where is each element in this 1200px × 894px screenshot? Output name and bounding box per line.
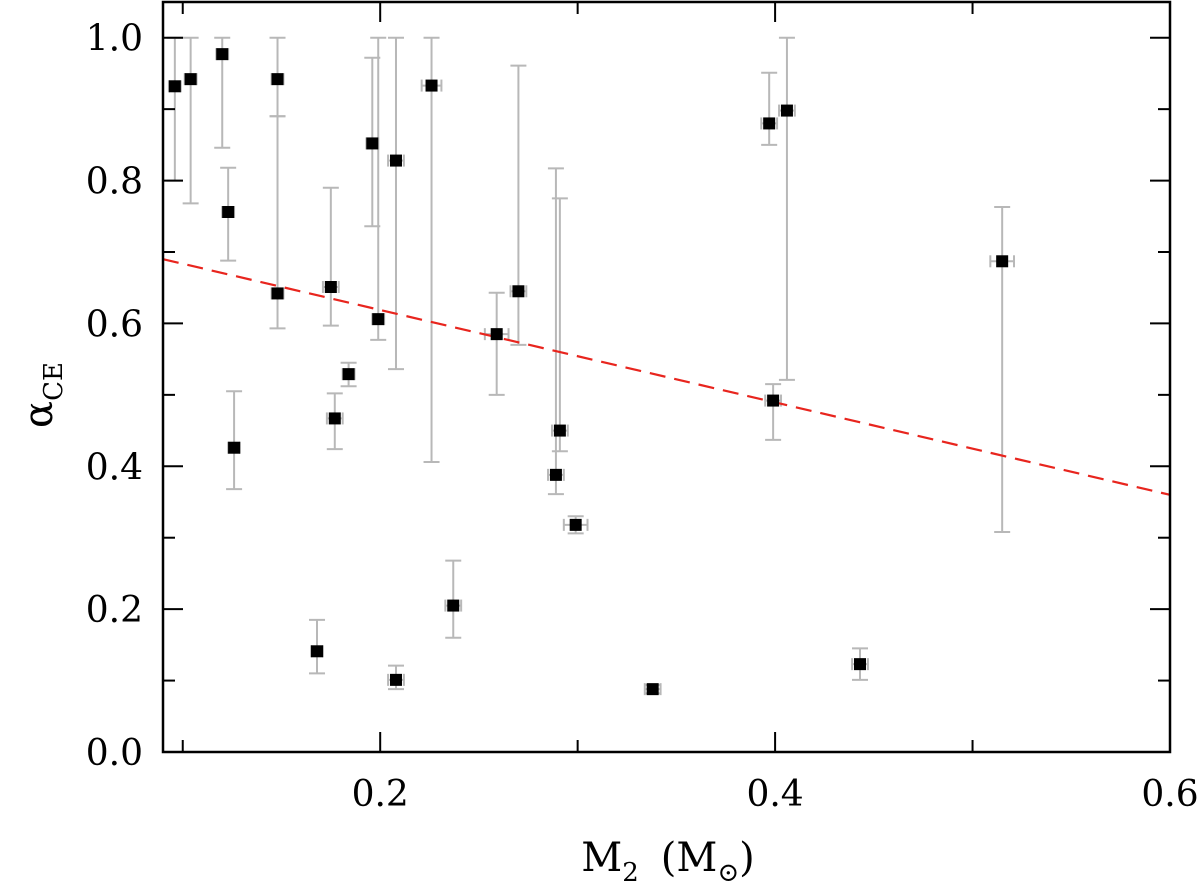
error-bar-4: [226, 390, 243, 491]
x-axis-title: M2 (M⊙): [581, 835, 754, 888]
x-tick-label-2: 0.6: [1141, 774, 1198, 815]
y-tick-label-4: 0.8: [86, 162, 143, 203]
data-point-26: [854, 658, 867, 671]
axis-ticks: [163, 2, 1170, 752]
data-point-8: [324, 281, 337, 293]
data-point-20: [553, 424, 566, 437]
error-bar-1: [182, 36, 199, 205]
data-point-21: [569, 518, 582, 531]
error-bar-25: [778, 36, 796, 381]
data-point-16: [447, 599, 460, 612]
data-point-12: [372, 313, 385, 326]
data-point-24: [767, 394, 780, 407]
data-point-23: [763, 117, 776, 130]
x-axis-title-unit-close: ): [739, 835, 755, 881]
data-point-0: [168, 80, 181, 93]
error-bar-17: [483, 291, 510, 396]
fit-line: [162, 258, 1171, 496]
tick-labels: 0.2 0.4 0.6 0.0 0.2 0.4 0.6 0.8 1.0: [86, 19, 1199, 815]
fit-line-layer: [162, 258, 1171, 496]
x-axis-title-unit-open: (M: [661, 835, 718, 881]
y-tick-label-0: 0.0: [86, 733, 143, 774]
data-point-4: [228, 441, 241, 454]
data-point-17: [490, 328, 503, 341]
error-bar-20: [550, 197, 569, 453]
data-point-10: [342, 368, 355, 381]
data-point-27: [996, 255, 1009, 268]
error-bar-18: [509, 64, 528, 346]
plot-frame: [161, 0, 1172, 754]
data-point-14: [389, 673, 402, 686]
error-bar-19: [547, 167, 565, 496]
data-point-22: [646, 683, 659, 696]
y-tick-label-2: 0.4: [86, 447, 143, 488]
data-point-15: [425, 79, 438, 92]
data-point-19: [549, 468, 562, 481]
error-bar-8: [321, 186, 340, 327]
error-bar-13: [387, 36, 405, 371]
data-point-7: [311, 645, 324, 658]
data-point-11: [366, 137, 379, 150]
data-point-1: [184, 73, 197, 86]
data-point-3: [222, 206, 235, 218]
data-point-9: [328, 412, 341, 425]
x-axis-title-main: M: [581, 835, 622, 881]
error-bar-16: [444, 559, 463, 639]
error-bar-24: [764, 383, 783, 441]
data-point-2: [216, 48, 229, 61]
data-point-18: [512, 285, 525, 298]
y-tick-label-1: 0.2: [86, 590, 143, 631]
data-point-13: [389, 154, 402, 167]
y-tick-label-5: 1.0: [86, 19, 143, 60]
error-bar-23: [760, 71, 779, 146]
x-axis-title-sub: 2: [622, 858, 639, 888]
error-bar-15: [420, 36, 443, 463]
y-axis-title-sub: CE: [39, 362, 69, 401]
y-axis-title: αCE: [16, 362, 69, 428]
data-markers: [168, 48, 1009, 696]
x-tick-label-0: 0.2: [352, 774, 409, 815]
data-point-6: [271, 287, 284, 300]
data-point-5: [271, 73, 284, 86]
data-point-25: [780, 104, 793, 117]
y-axis-title-main: α: [16, 401, 62, 428]
x-tick-label-1: 0.4: [746, 774, 803, 815]
error-bars: [166, 36, 1016, 696]
y-tick-label-3: 0.6: [86, 304, 143, 345]
x-axis-title-unit-sub: ⊙: [717, 858, 739, 888]
